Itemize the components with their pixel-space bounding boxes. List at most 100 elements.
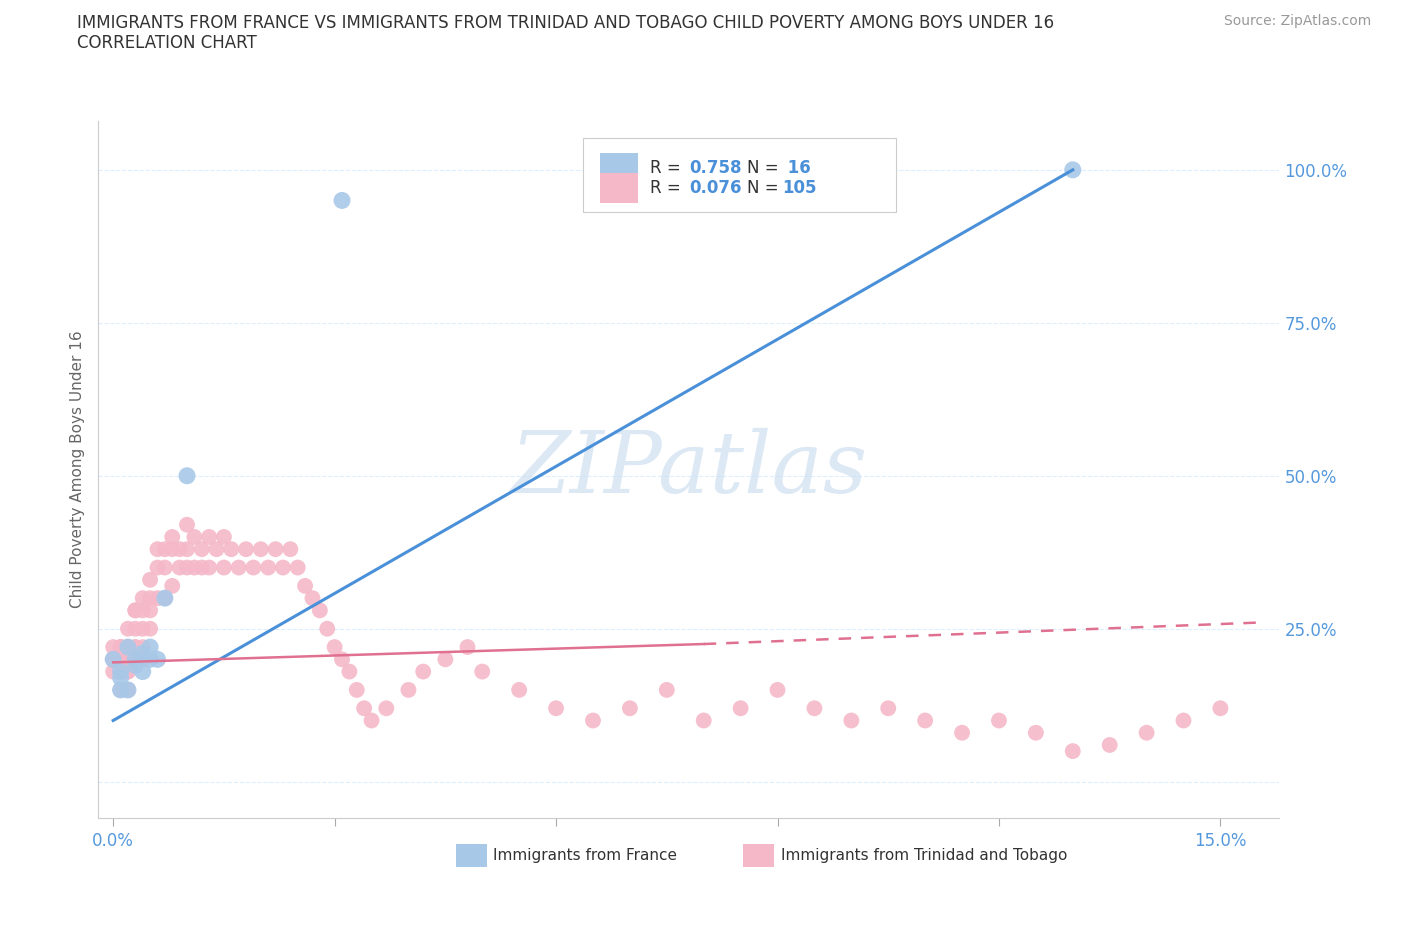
Point <box>110 652 132 667</box>
Point <box>198 560 221 575</box>
Point <box>124 658 146 673</box>
Point <box>988 713 1011 728</box>
Point <box>110 664 132 679</box>
Point <box>183 560 205 575</box>
Point <box>1062 163 1084 178</box>
Point <box>139 572 162 587</box>
Point <box>103 664 125 679</box>
Text: N =: N = <box>747 179 783 197</box>
Point <box>117 652 139 667</box>
Point <box>117 683 139 698</box>
Point <box>124 603 146 618</box>
Point <box>176 469 198 484</box>
Text: ZIPatlas: ZIPatlas <box>510 429 868 511</box>
Point <box>146 560 169 575</box>
Text: 0.758: 0.758 <box>689 159 741 177</box>
Point <box>117 683 139 698</box>
Point <box>250 542 273 557</box>
Point <box>212 560 235 575</box>
Y-axis label: Child Poverty Among Boys Under 16: Child Poverty Among Boys Under 16 <box>69 331 84 608</box>
Point <box>205 542 228 557</box>
Point <box>212 529 235 544</box>
Point <box>339 664 361 679</box>
Point <box>117 640 139 655</box>
Point <box>198 529 221 544</box>
Text: Immigrants from Trinidad and Tobago: Immigrants from Trinidad and Tobago <box>782 848 1067 863</box>
Point <box>132 640 155 655</box>
Point <box>162 542 183 557</box>
Point <box>146 591 169 605</box>
Point <box>124 621 146 636</box>
Point <box>841 713 863 728</box>
Point <box>162 578 183 593</box>
Point <box>412 664 434 679</box>
Point <box>139 603 162 618</box>
Point <box>191 560 214 575</box>
Point <box>309 603 332 618</box>
Point <box>162 529 183 544</box>
Point <box>353 701 375 716</box>
Point <box>803 701 825 716</box>
Text: 16: 16 <box>782 159 811 177</box>
FancyBboxPatch shape <box>744 844 773 867</box>
Point <box>766 683 789 698</box>
Text: Immigrants from France: Immigrants from France <box>494 848 676 863</box>
Point <box>117 640 139 655</box>
Point <box>730 701 752 716</box>
Point <box>110 664 132 679</box>
Point <box>323 640 346 655</box>
Point <box>103 652 125 667</box>
Point <box>103 652 125 667</box>
Point <box>139 640 162 655</box>
Point <box>117 652 139 667</box>
Text: R =: R = <box>650 179 686 197</box>
Point <box>375 701 398 716</box>
Point <box>619 701 641 716</box>
Point <box>124 652 146 667</box>
Point <box>1173 713 1195 728</box>
Point <box>582 713 605 728</box>
Point <box>139 621 162 636</box>
Point <box>124 640 146 655</box>
Point <box>146 652 169 667</box>
Point <box>117 664 139 679</box>
Point <box>280 542 302 557</box>
Point <box>398 683 420 698</box>
FancyBboxPatch shape <box>457 844 486 867</box>
Point <box>139 652 162 667</box>
Point <box>655 683 678 698</box>
Point <box>1098 737 1121 752</box>
Point <box>124 640 146 655</box>
Point <box>132 645 155 660</box>
Text: Source: ZipAtlas.com: Source: ZipAtlas.com <box>1223 14 1371 28</box>
Point <box>153 591 176 605</box>
Point <box>360 713 382 728</box>
Point <box>191 542 214 557</box>
Point <box>110 683 132 698</box>
Point <box>110 640 132 655</box>
Point <box>169 542 191 557</box>
Point <box>132 621 155 636</box>
Text: 105: 105 <box>782 179 817 197</box>
Point <box>132 591 155 605</box>
Point <box>1025 725 1047 740</box>
Point <box>176 517 198 532</box>
Point <box>132 652 155 667</box>
Point <box>346 683 368 698</box>
Point <box>271 560 294 575</box>
Point <box>103 640 125 655</box>
Point <box>117 621 139 636</box>
Point <box>110 640 132 655</box>
Point <box>117 640 139 655</box>
FancyBboxPatch shape <box>582 139 896 212</box>
Point <box>176 560 198 575</box>
Point <box>508 683 530 698</box>
Point <box>146 542 169 557</box>
Point <box>110 664 132 679</box>
Point <box>1136 725 1159 740</box>
Point <box>117 664 139 679</box>
Point <box>235 542 257 557</box>
Point <box>546 701 568 716</box>
Point <box>1209 701 1232 716</box>
Point <box>110 671 132 685</box>
